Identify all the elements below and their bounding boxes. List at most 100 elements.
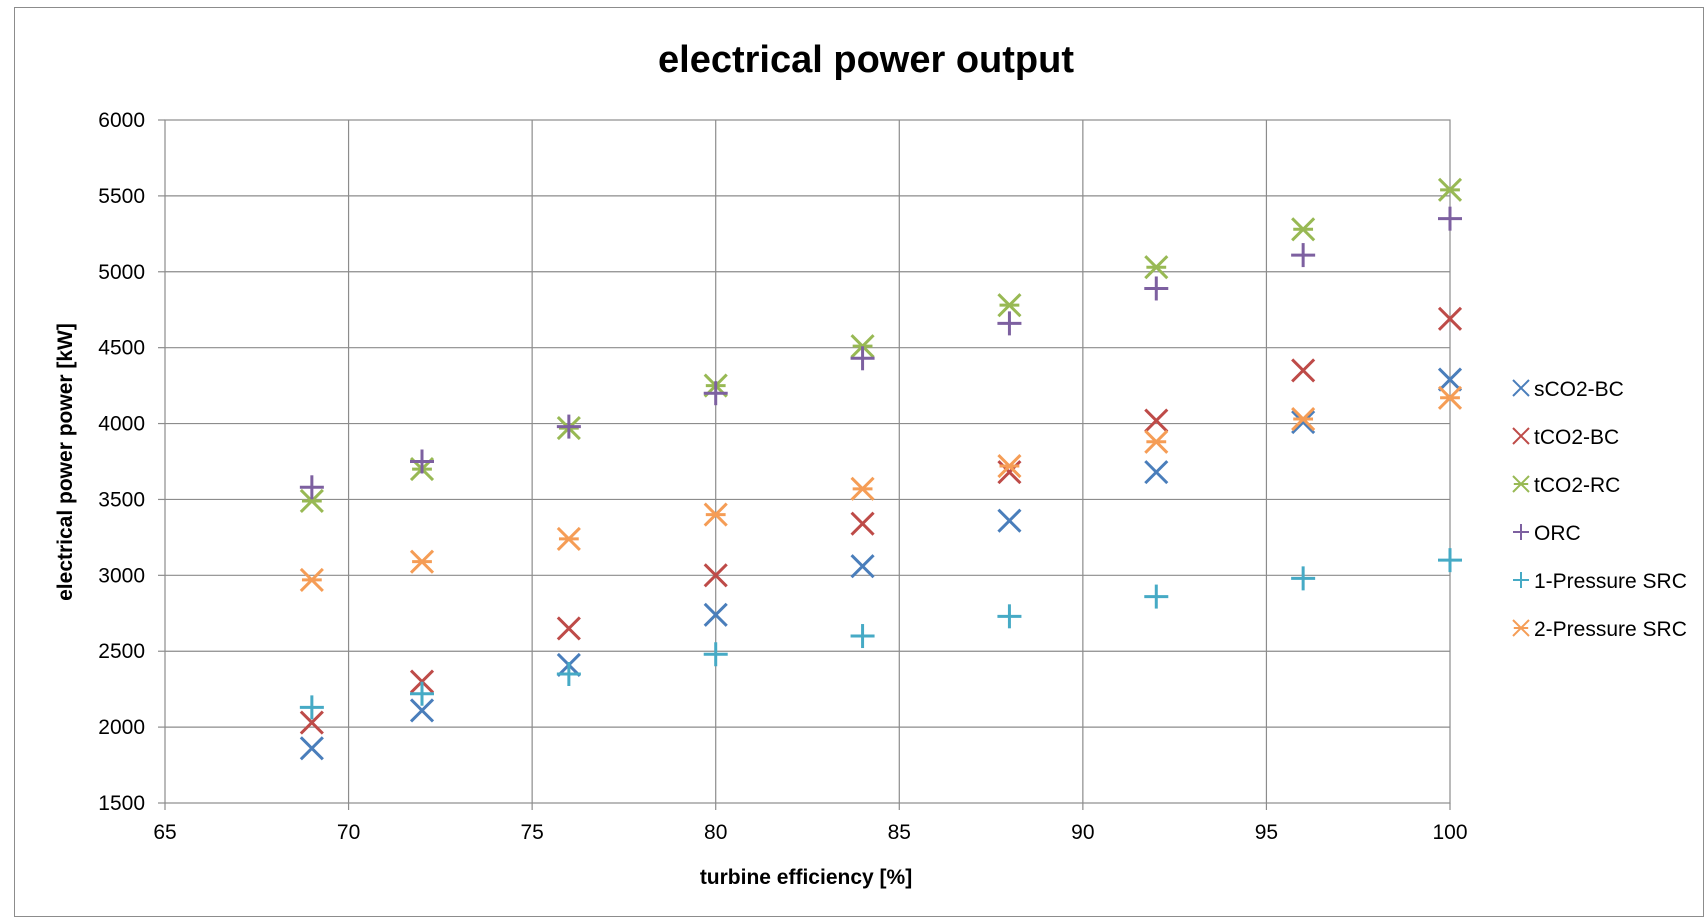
- data-point: [1438, 206, 1462, 231]
- y-tick-label: 4500: [98, 337, 145, 360]
- x-axis-title: turbine efficiency [%]: [700, 866, 912, 889]
- series-sco2-bc: [299, 367, 1463, 761]
- legend-marker: [1513, 572, 1529, 588]
- x-tick-label: 90: [1071, 821, 1094, 844]
- data-point: [556, 616, 581, 641]
- data-point: [299, 475, 324, 500]
- data-point: [299, 736, 324, 761]
- data-point: [997, 311, 1022, 336]
- legend-label: 2-Pressure SRC: [1534, 618, 1687, 641]
- data-point: [997, 604, 1022, 629]
- legend: sCO2-BC tCO2-BC tCO2-RC ORC 1-Pressure SRC 2-…: [1512, 378, 1687, 641]
- data-point: [299, 488, 324, 514]
- data-point: [299, 710, 324, 735]
- y-tick-label: 4000: [98, 413, 145, 436]
- data-point: [556, 526, 581, 551]
- data-point: [850, 346, 875, 371]
- x-tick-label: 95: [1255, 821, 1278, 844]
- data-point: [299, 567, 324, 592]
- data-point: [850, 334, 875, 359]
- x-tick-label: 70: [337, 821, 360, 844]
- legend-item: 1-Pressure SRC: [1513, 570, 1687, 593]
- series-orc: [299, 206, 1462, 500]
- legend-item: 2-Pressure SRC: [1512, 618, 1687, 641]
- plot-area: [164, 119, 1451, 804]
- data-point: [1291, 566, 1316, 591]
- data-point: [1144, 584, 1169, 609]
- legend-item: tCO2-RC: [1512, 474, 1620, 497]
- data-point: [850, 624, 875, 649]
- legend-marker: [1512, 379, 1530, 397]
- series-tco2-bc: [299, 306, 1463, 735]
- data-point: [703, 502, 728, 527]
- data-point: [556, 661, 581, 686]
- legend-marker: [1512, 427, 1530, 445]
- legend-item: sCO2-BC: [1512, 378, 1624, 401]
- y-tick-label: 3500: [98, 488, 145, 511]
- data-point: [850, 554, 875, 579]
- data-point: [703, 642, 728, 667]
- x-tick-label: 75: [520, 821, 543, 844]
- data-point: [410, 681, 434, 706]
- data-point: [850, 476, 875, 501]
- chart-frame: [14, 7, 1704, 917]
- y-tick-label: 3000: [98, 564, 145, 587]
- legend-marker: [1512, 475, 1530, 493]
- legend-label: 1-Pressure SRC: [1534, 570, 1687, 593]
- legend-label: tCO2-RC: [1534, 474, 1620, 497]
- legend-marker: [1512, 619, 1530, 637]
- data-point: [850, 511, 875, 536]
- data-point: [1437, 367, 1463, 392]
- data-point: [1144, 429, 1169, 454]
- data-point: [703, 563, 728, 588]
- data-point: [1437, 177, 1463, 202]
- data-point: [1144, 276, 1169, 301]
- legend-label: sCO2-BC: [1534, 378, 1624, 401]
- data-point: [556, 414, 581, 439]
- data-point: [703, 381, 728, 406]
- legend-marker: [1513, 524, 1529, 540]
- data-point: [1291, 217, 1316, 242]
- tick-labels: 1500 2000 2500 3000 3500 4000 4500 5000 5500 6000…: [98, 109, 1467, 844]
- data-point: [1291, 358, 1316, 383]
- y-tick-label: 6000: [98, 109, 145, 132]
- data-point: [1437, 306, 1463, 331]
- data-point: [1291, 409, 1316, 435]
- data-point: [997, 453, 1022, 479]
- data-point: [1437, 385, 1463, 410]
- data-point: [1144, 255, 1169, 280]
- x-tick-label: 85: [888, 821, 911, 844]
- y-axis-title: electrical power power [kW]: [54, 323, 77, 601]
- legend-label: ORC: [1534, 522, 1581, 545]
- x-tick-label: 100: [1432, 821, 1467, 844]
- data-point: [1144, 408, 1169, 433]
- series-2-pressure-src: [299, 385, 1463, 592]
- x-tick-label: 65: [153, 821, 176, 844]
- legend-item: tCO2-BC: [1512, 426, 1619, 449]
- y-tick-label: 5000: [98, 261, 145, 284]
- data-point: [409, 549, 435, 574]
- x-tick-label: 80: [704, 821, 727, 844]
- legend-label: tCO2-BC: [1534, 426, 1619, 449]
- data-point: [1438, 548, 1462, 573]
- data-markers: [299, 177, 1463, 761]
- legend-item: ORC: [1513, 522, 1581, 545]
- y-tick-label: 1500: [98, 792, 145, 815]
- data-point: [409, 669, 435, 694]
- data-point: [409, 698, 435, 723]
- series-1-pressure-src: [299, 548, 1462, 720]
- y-tick-label: 5500: [98, 185, 145, 208]
- data-point: [997, 508, 1022, 533]
- data-point: [1144, 460, 1169, 485]
- data-point: [299, 695, 324, 720]
- data-point: [1291, 243, 1316, 268]
- data-point: [703, 602, 728, 627]
- data-point: [997, 293, 1022, 318]
- y-tick-label: 2000: [98, 716, 145, 739]
- chart-title: electrical power output: [658, 39, 1074, 81]
- data-point: [410, 449, 434, 474]
- data-point: [1291, 406, 1316, 432]
- y-tick-label: 2500: [98, 640, 145, 663]
- grid-lines: [165, 120, 1450, 803]
